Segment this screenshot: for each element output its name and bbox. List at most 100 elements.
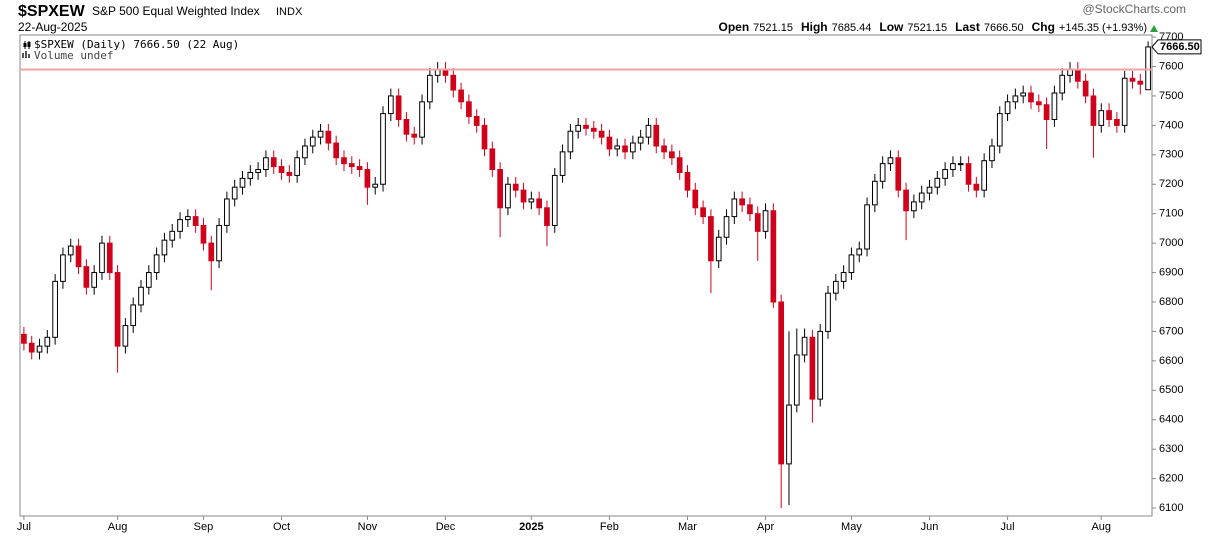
candle-body: [832, 280, 839, 294]
candle-body: [1106, 110, 1112, 120]
source: @StockCharts.com: [1082, 2, 1186, 16]
candle-body: [387, 95, 394, 115]
candle-body: [848, 254, 855, 274]
candle-body: [590, 127, 597, 132]
candle-body: [692, 189, 699, 209]
quote-label: Open: [719, 20, 750, 34]
candle-body: [708, 216, 714, 262]
x-tick-label: Jul: [1001, 521, 1015, 533]
x-tick-label: Sep: [194, 521, 214, 533]
candle-body: [872, 180, 878, 206]
y-tick-label: 6700: [1159, 325, 1183, 337]
candle-body: [1145, 46, 1151, 91]
last-value-label: 7666.50: [1160, 41, 1200, 53]
candle-body: [629, 142, 636, 153]
candle-body: [356, 166, 363, 171]
candle-body: [989, 145, 995, 162]
candle-body: [512, 183, 519, 191]
y-tick-label: 7300: [1159, 149, 1183, 161]
quote-value: 7521.15: [753, 22, 793, 34]
candle-body: [403, 118, 410, 135]
candle-body: [341, 157, 347, 165]
candle-body: [544, 207, 550, 226]
candle-body: [825, 292, 831, 332]
candle-body: [793, 354, 800, 406]
candle-body: [637, 136, 644, 144]
candle-body: [684, 171, 691, 191]
candle-body: [1004, 101, 1011, 115]
candle-body: [895, 157, 902, 191]
candle-body: [489, 148, 496, 171]
quote-label: Last: [955, 20, 980, 34]
y-tick-label: 6400: [1159, 414, 1183, 426]
candle-body: [856, 248, 863, 256]
candle-body: [1137, 80, 1144, 85]
quote-summary: Open 7521.15 High 7685.44 Low 7521.15 Last 7666…: [719, 20, 1148, 34]
candle-body: [185, 216, 191, 221]
candle-body: [957, 163, 964, 166]
candle-body: [864, 204, 870, 250]
candle-body: [44, 336, 51, 347]
candle-body: [169, 230, 176, 241]
candle-body: [762, 210, 769, 232]
candle-body: [263, 157, 269, 171]
candle-body: [536, 198, 543, 209]
x-tick-label: Aug: [1091, 521, 1111, 533]
candle-body: [747, 204, 753, 215]
candle-body: [411, 133, 418, 138]
candle-body: [606, 136, 613, 150]
candle-body: [247, 171, 254, 179]
candle-body: [302, 145, 308, 159]
candle-body: [622, 145, 628, 153]
candle-body: [1035, 101, 1042, 106]
candle-body: [700, 207, 706, 218]
y-tick-label: 6300: [1159, 443, 1183, 455]
candle-body: [739, 198, 745, 206]
candle-body: [419, 101, 425, 138]
candle-body: [231, 186, 238, 200]
candle-body: [934, 177, 941, 188]
candle-body: [294, 157, 300, 176]
y-tick-label: 6800: [1159, 296, 1183, 308]
candle-body: [583, 124, 589, 129]
candle-body: [551, 174, 558, 226]
candle-body: [130, 304, 137, 327]
candle-body: [505, 183, 511, 209]
candle-body: [458, 89, 464, 103]
candle-body: [239, 177, 246, 188]
candle-body: [497, 169, 503, 209]
candle-body: [567, 130, 574, 153]
candle-body: [270, 157, 277, 168]
candle-body: [1121, 77, 1128, 126]
candle-body: [99, 242, 105, 274]
candle-body: [715, 236, 722, 262]
candle-body: [879, 163, 886, 182]
candle-body: [887, 157, 894, 165]
y-tick-label: 6600: [1159, 355, 1183, 367]
candle-body: [669, 151, 675, 159]
candle-body: [208, 242, 215, 262]
candle-body: [75, 245, 82, 268]
candle-body: [278, 166, 285, 173]
candle-body: [192, 216, 199, 226]
y-tick-label: 6900: [1159, 266, 1183, 278]
candle-body: [1059, 74, 1066, 94]
exchange: INDX: [276, 6, 303, 18]
candle-body: [395, 95, 402, 120]
candle-body: [1051, 92, 1058, 120]
candle-body: [676, 157, 683, 173]
candle-body: [372, 183, 379, 188]
quote-value: 7685.44: [832, 22, 872, 34]
y-tick-label: 7100: [1159, 208, 1183, 220]
y-tick-label: 7600: [1159, 60, 1183, 72]
candle-body: [1074, 68, 1081, 82]
candle-body: [481, 124, 488, 150]
x-tick-label: Dec: [436, 521, 456, 533]
candle-body: [1028, 92, 1034, 103]
quote-value: 7521.15: [907, 22, 947, 34]
candle-body: [83, 266, 90, 288]
candle-body: [1114, 118, 1120, 126]
candle-body: [114, 272, 121, 347]
candle-body: [950, 163, 956, 171]
candle-body: [60, 254, 66, 282]
